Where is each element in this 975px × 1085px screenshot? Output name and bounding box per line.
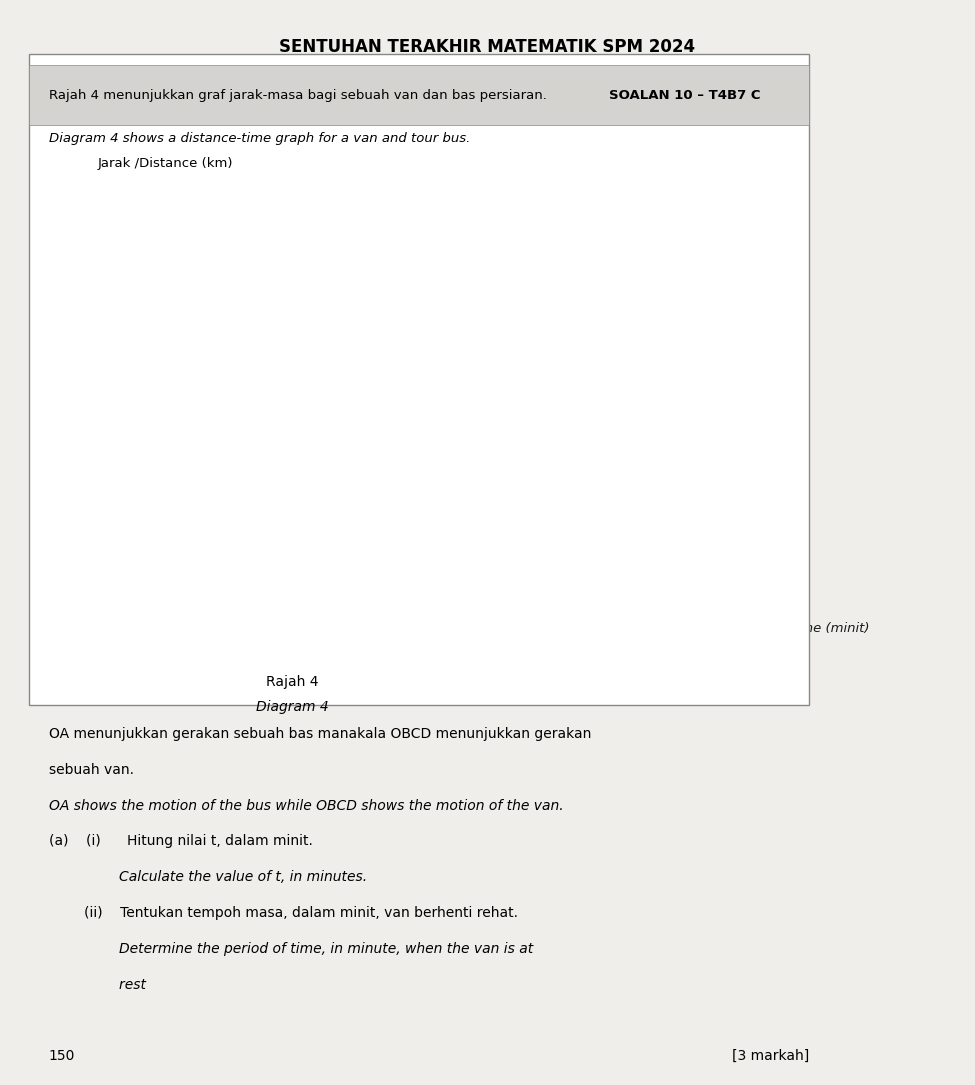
Text: O: O (147, 638, 159, 653)
Text: 180: 180 (670, 638, 698, 653)
Text: Diagram 4: Diagram 4 (256, 700, 329, 714)
Text: SOALAN 10 – T4B7 C: SOALAN 10 – T4B7 C (609, 89, 760, 102)
Text: sebuah van.: sebuah van. (49, 763, 134, 777)
Text: Calculate the value of t, in minutes.: Calculate the value of t, in minutes. (49, 870, 367, 884)
Text: C: C (450, 387, 461, 403)
Text: (ii)    Tentukan tempoh masa, dalam minit, van berhenti rehat.: (ii) Tentukan tempoh masa, dalam minit, … (49, 906, 518, 920)
Text: Rajah 4 menunjukkan graf jarak-masa bagi sebuah van dan bas persiaran.: Rajah 4 menunjukkan graf jarak-masa bagi… (49, 89, 547, 102)
Text: OA menunjukkan gerakan sebuah bas manakala OBCD menunjukkan gerakan: OA menunjukkan gerakan sebuah bas manaka… (49, 727, 591, 741)
Text: A: A (689, 218, 700, 233)
Text: 150: 150 (49, 1049, 75, 1063)
Text: OA shows the motion of the bus while OBCD shows the motion of the van.: OA shows the motion of the bus while OBC… (49, 799, 564, 813)
Text: Diagram 4 shows a distance-time graph for a van and tour bus.: Diagram 4 shows a distance-time graph fo… (49, 132, 470, 145)
Text: 50: 50 (304, 638, 323, 653)
Text: D: D (689, 625, 701, 640)
Text: B: B (294, 387, 305, 403)
Text: Jarak /Distance (km): Jarak /Distance (km) (98, 157, 233, 170)
Text: 80: 80 (140, 403, 159, 418)
Text: Rajah 4: Rajah 4 (266, 675, 319, 689)
Text: 150: 150 (132, 218, 159, 233)
Text: Masa / Time (minit): Masa / Time (minit) (741, 622, 870, 635)
Text: Determine the period of time, in minute, when the van is at: Determine the period of time, in minute,… (49, 942, 533, 956)
Text: [3 markah]: [3 markah] (732, 1049, 809, 1063)
Text: SENTUHAN TERAKHIR MATEMATIK SPM 2024: SENTUHAN TERAKHIR MATEMATIK SPM 2024 (280, 38, 695, 56)
Text: rest: rest (49, 978, 145, 992)
Text: (a)    (i)      Hitung nilai t, dalam minit.: (a) (i) Hitung nilai t, dalam minit. (49, 834, 313, 848)
Text: t: t (442, 638, 448, 653)
